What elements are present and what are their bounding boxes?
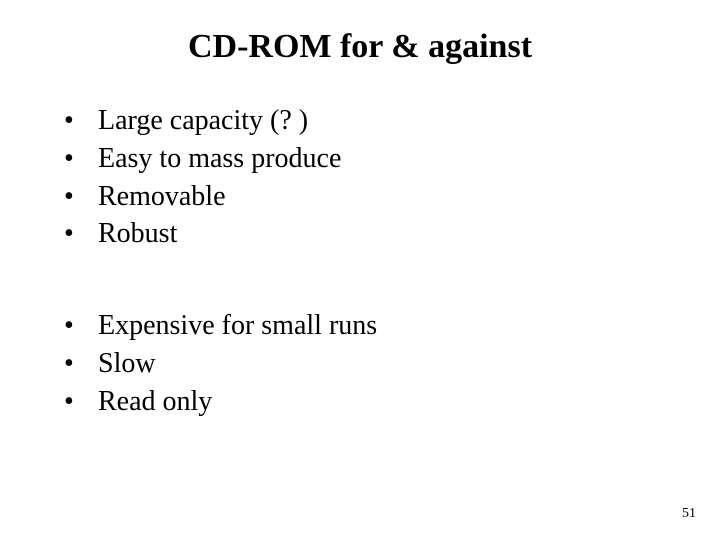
list-item: Read only: [64, 383, 680, 421]
list-item: Large capacity (? ): [64, 102, 680, 140]
list-item: Expensive for small runs: [64, 307, 680, 345]
for-list: Large capacity (? ) Easy to mass produce…: [40, 102, 680, 253]
spacer: [40, 253, 680, 307]
list-item: Removable: [64, 178, 680, 216]
slide-title: CD-ROM for & against: [40, 28, 680, 66]
against-list: Expensive for small runs Slow Read only: [40, 307, 680, 420]
slide: CD-ROM for & against Large capacity (? )…: [0, 0, 720, 540]
page-number: 51: [682, 506, 696, 522]
list-item: Slow: [64, 345, 680, 383]
list-item: Easy to mass produce: [64, 140, 680, 178]
list-item: Robust: [64, 215, 680, 253]
